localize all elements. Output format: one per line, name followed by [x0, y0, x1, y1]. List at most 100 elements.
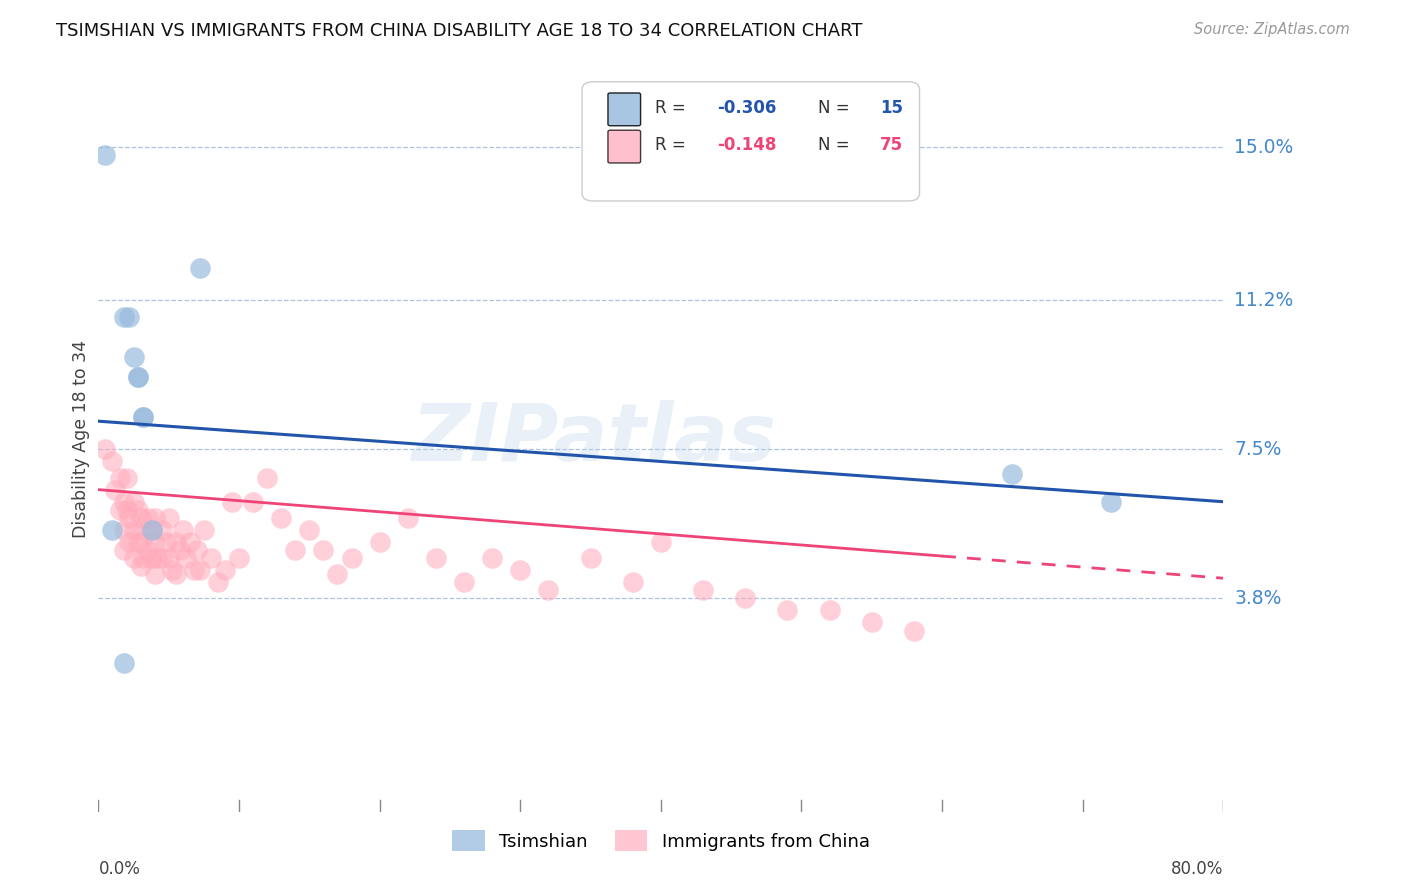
Point: [396, 511, 419, 525]
Point: [112, 543, 135, 558]
Point: [1099, 494, 1122, 508]
Point: [129, 559, 152, 574]
Text: 15.0%: 15.0%: [1234, 138, 1294, 157]
Point: [160, 563, 183, 577]
Point: [143, 567, 166, 582]
Point: [200, 551, 222, 566]
Point: [132, 523, 155, 537]
Text: N =: N =: [818, 136, 855, 154]
Point: [143, 535, 166, 549]
Point: [141, 523, 163, 537]
Point: [270, 511, 292, 525]
Point: [214, 563, 236, 577]
Point: [118, 511, 141, 525]
Point: [903, 624, 925, 638]
Point: [101, 523, 124, 537]
Text: R =: R =: [655, 99, 692, 117]
Point: [136, 511, 159, 525]
Point: [188, 563, 211, 577]
Point: [579, 551, 602, 566]
Point: [326, 567, 349, 582]
Text: 15: 15: [880, 99, 903, 117]
Point: [118, 535, 141, 549]
FancyBboxPatch shape: [607, 93, 641, 126]
Point: [122, 551, 145, 566]
Point: [776, 603, 799, 617]
Point: [112, 310, 135, 324]
Point: [340, 551, 363, 566]
Point: [108, 502, 131, 516]
Point: [621, 575, 644, 590]
Point: [312, 543, 335, 558]
Point: [188, 261, 211, 276]
Point: [818, 603, 841, 617]
Point: [94, 148, 117, 162]
Point: [169, 543, 191, 558]
Point: [1001, 467, 1024, 481]
Point: [186, 543, 208, 558]
Text: R =: R =: [655, 136, 692, 154]
Point: [143, 511, 166, 525]
Point: [207, 575, 229, 590]
Point: [136, 543, 159, 558]
Point: [150, 523, 173, 537]
Point: [127, 370, 149, 384]
Legend: Tsimshian, Immigrants from China: Tsimshian, Immigrants from China: [444, 823, 877, 859]
Point: [112, 523, 135, 537]
Point: [165, 567, 187, 582]
Text: 80.0%: 80.0%: [1171, 860, 1223, 878]
Point: [127, 370, 149, 384]
Text: 11.2%: 11.2%: [1234, 291, 1294, 310]
Y-axis label: Disability Age 18 to 34: Disability Age 18 to 34: [72, 341, 90, 538]
Text: Source: ZipAtlas.com: Source: ZipAtlas.com: [1194, 22, 1350, 37]
Point: [368, 535, 391, 549]
Point: [453, 575, 475, 590]
Point: [692, 583, 714, 598]
Point: [129, 511, 152, 525]
Point: [115, 502, 138, 516]
Point: [481, 551, 503, 566]
Point: [537, 583, 560, 598]
Point: [146, 551, 169, 566]
Point: [141, 523, 163, 537]
Point: [132, 551, 155, 566]
Point: [179, 535, 201, 549]
Point: [101, 454, 124, 468]
Text: -0.148: -0.148: [717, 136, 776, 154]
Point: [141, 551, 163, 566]
Point: [127, 535, 149, 549]
Point: [242, 494, 264, 508]
Text: 0.0%: 0.0%: [98, 860, 141, 878]
Point: [108, 470, 131, 484]
Text: 7.5%: 7.5%: [1234, 440, 1282, 458]
Point: [150, 551, 173, 566]
Point: [122, 350, 145, 364]
Point: [183, 563, 205, 577]
Point: [94, 442, 117, 457]
Point: [155, 535, 177, 549]
Point: [172, 523, 194, 537]
Text: 3.8%: 3.8%: [1234, 589, 1282, 607]
FancyBboxPatch shape: [607, 130, 641, 163]
Point: [157, 511, 180, 525]
Point: [129, 535, 152, 549]
Point: [132, 410, 155, 425]
Point: [127, 502, 149, 516]
Point: [298, 523, 321, 537]
Point: [132, 410, 155, 425]
Text: ZIPatlas: ZIPatlas: [411, 401, 776, 478]
Text: N =: N =: [818, 99, 855, 117]
Point: [115, 470, 138, 484]
Point: [122, 494, 145, 508]
Point: [734, 591, 756, 606]
Point: [174, 551, 197, 566]
Point: [228, 551, 250, 566]
Text: -0.306: -0.306: [717, 99, 776, 117]
FancyBboxPatch shape: [582, 82, 920, 201]
Text: TSIMSHIAN VS IMMIGRANTS FROM CHINA DISABILITY AGE 18 TO 34 CORRELATION CHART: TSIMSHIAN VS IMMIGRANTS FROM CHINA DISAB…: [56, 22, 863, 40]
Point: [112, 494, 135, 508]
Point: [122, 523, 145, 537]
Point: [118, 310, 141, 324]
Point: [509, 563, 531, 577]
Point: [104, 483, 127, 497]
